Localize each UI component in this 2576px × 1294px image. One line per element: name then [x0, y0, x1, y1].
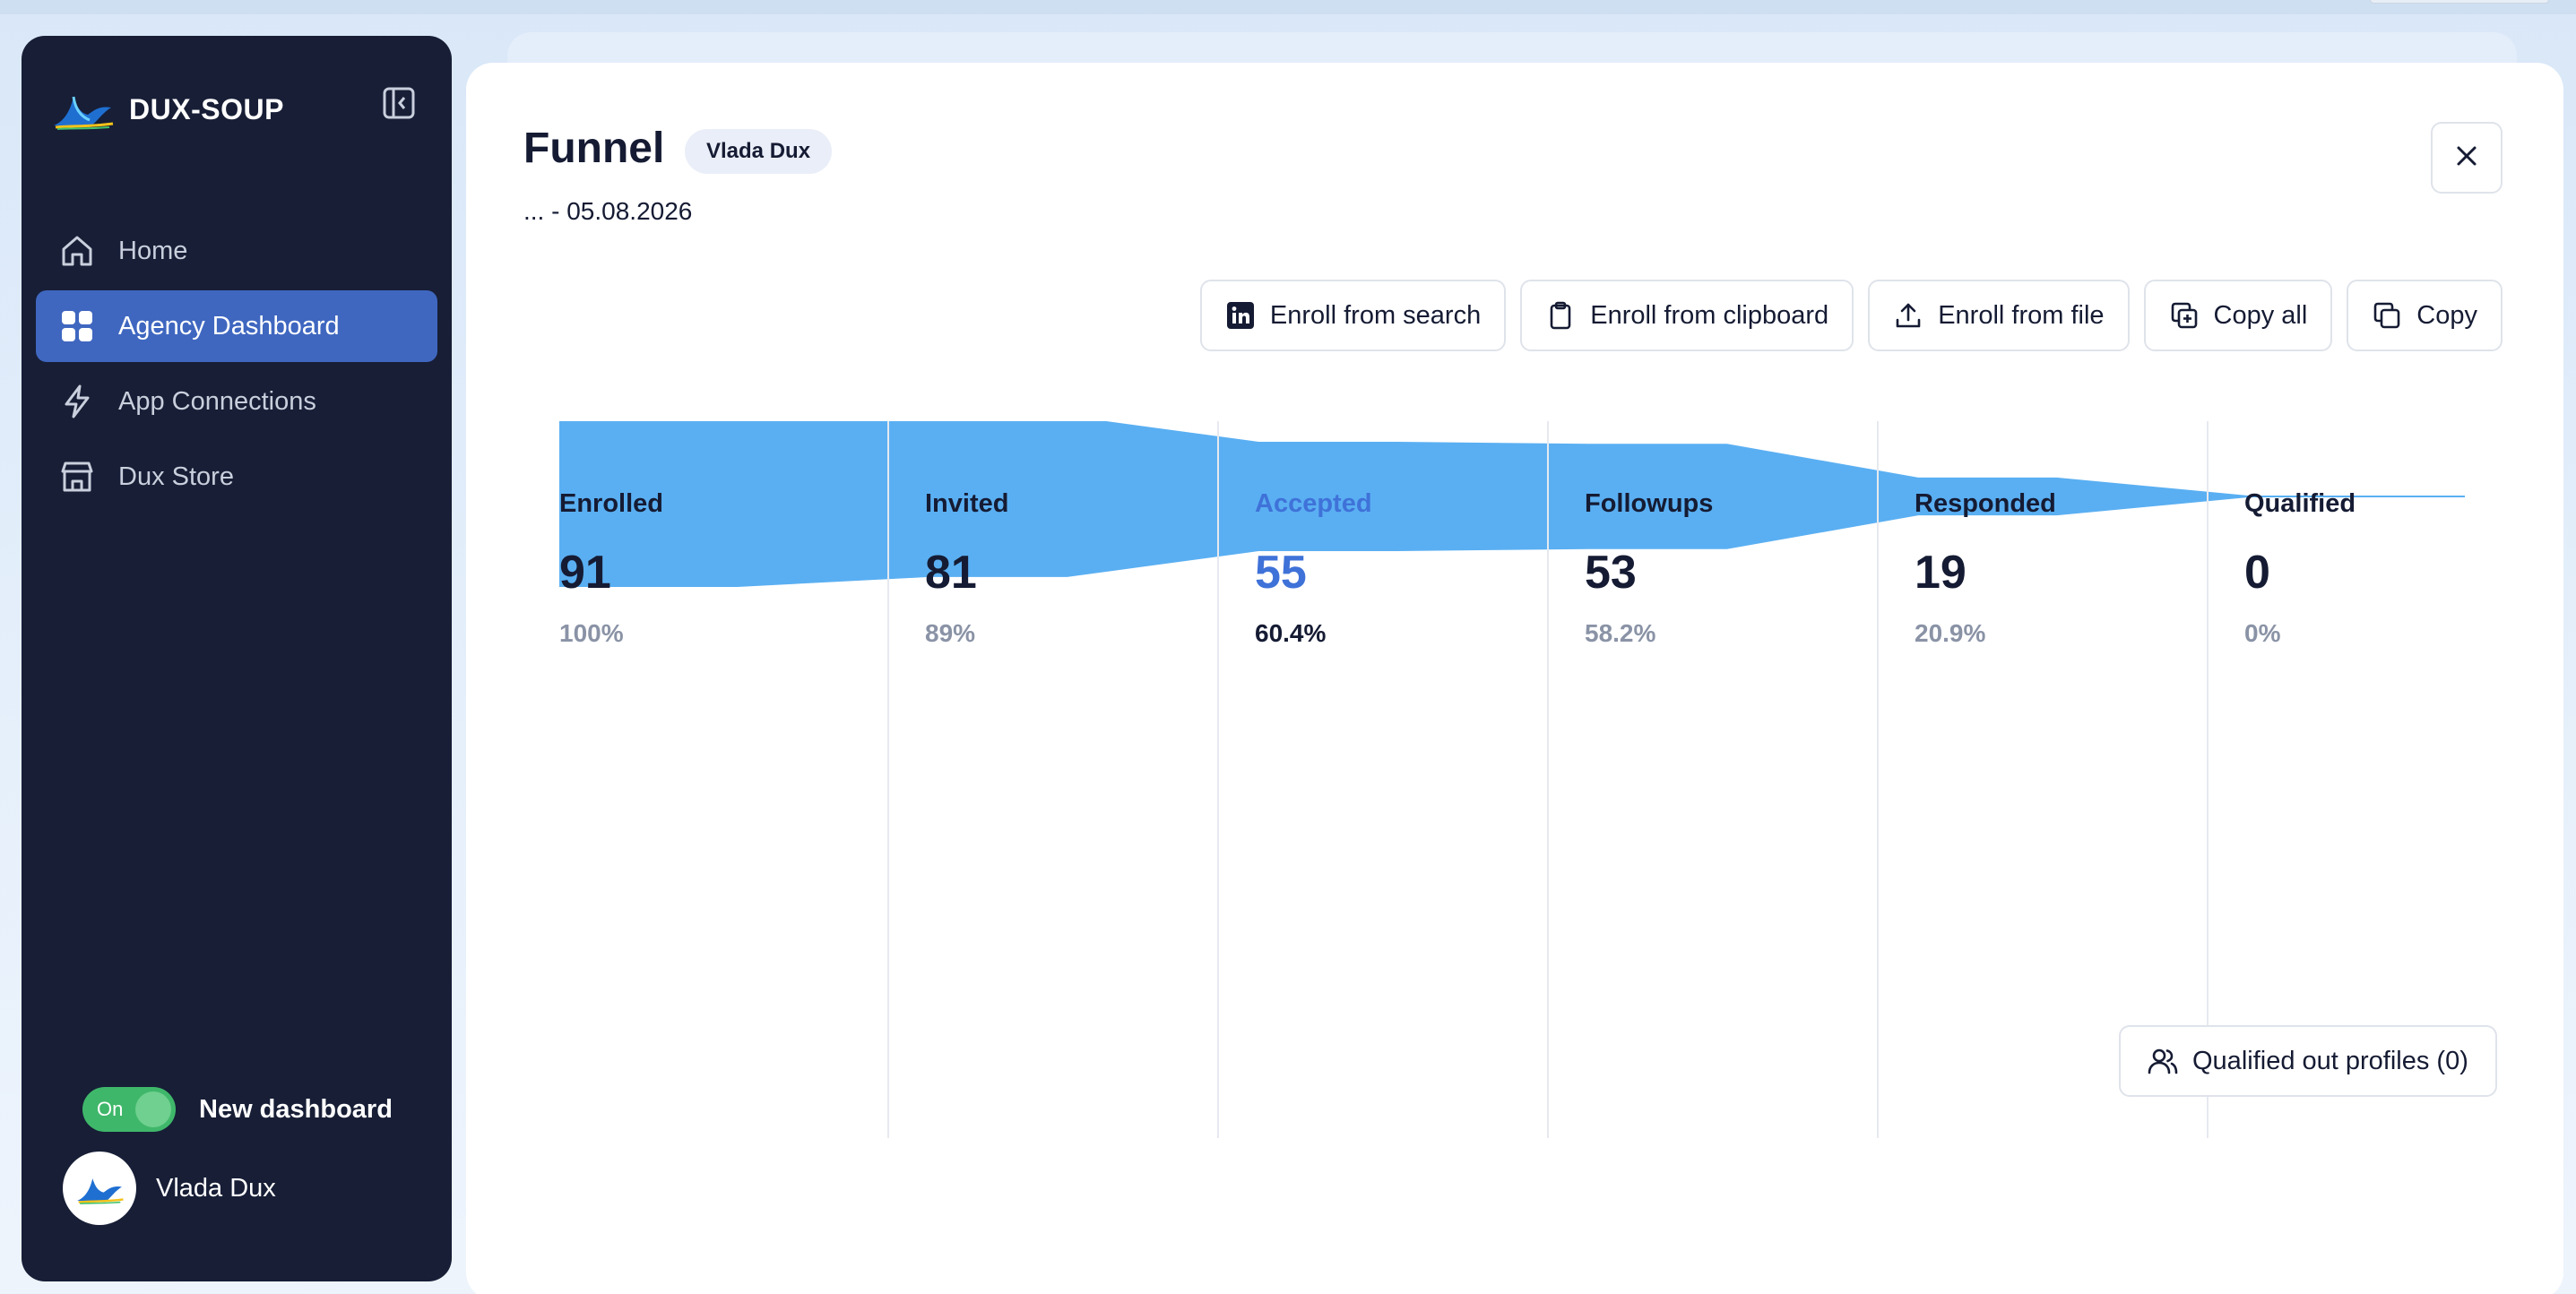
stage-name: Qualified: [2244, 489, 2356, 518]
sidebar-item-dux-store[interactable]: Dux Store: [36, 441, 437, 513]
funnel-stage-invited[interactable]: Invited 81 89%: [925, 489, 1230, 648]
collapse-sidebar-icon: [382, 86, 416, 125]
copy-plus-icon: [2169, 300, 2200, 331]
action-toolbar: Enroll from search Enroll from clipboard…: [1199, 280, 2503, 351]
sidebar-nav: Home Agency Dashboard App Connections: [36, 215, 437, 516]
user-profile[interactable]: Vlada Dux: [63, 1151, 439, 1226]
page-title: Funnel: [523, 125, 665, 172]
funnel-column-divider: [2207, 421, 2209, 1138]
toggle-state-label: On: [97, 1098, 124, 1120]
stage-count: 55: [1255, 547, 1307, 599]
copy-icon: [2372, 300, 2402, 331]
bolt-icon: [57, 382, 97, 421]
grid-icon: [57, 306, 97, 346]
action-label: Enroll from clipboard: [1590, 300, 1829, 330]
sidebar: DUX-SOUP Home: [22, 36, 452, 1281]
store-icon: [57, 457, 97, 496]
stage-percent: 60.4%: [1255, 619, 1327, 647]
stage-name: Followups: [1585, 489, 1714, 518]
funnel-stage-accepted[interactable]: Accepted 55 60.4%: [1255, 489, 1560, 648]
sidebar-item-label: Home: [118, 236, 188, 265]
new-dashboard-toggle[interactable]: On: [82, 1087, 176, 1132]
linkedin-icon: [1225, 300, 1256, 331]
users-icon: [2148, 1046, 2178, 1076]
user-name: Vlada Dux: [156, 1173, 276, 1203]
sidebar-item-app-connections[interactable]: App Connections: [36, 366, 437, 437]
sidebar-item-label: Agency Dashboard: [118, 311, 340, 341]
stage-name: Responded: [1915, 489, 2056, 518]
stage-percent: 0%: [2244, 619, 2281, 647]
stage-name: Accepted: [1255, 489, 1372, 518]
new-dashboard-toggle-row: On New dashboard: [82, 1084, 441, 1134]
enroll-from-clipboard-button[interactable]: Enroll from clipboard: [1520, 280, 1854, 351]
funnel-stage-enrolled[interactable]: Enrolled 91 100%: [559, 489, 864, 648]
toggle-knob: [135, 1091, 171, 1127]
clipboard-icon: [1545, 300, 1576, 331]
funnel-panel: Funnel Vlada Dux ... - 05.08.2026 Enroll…: [466, 63, 2563, 1294]
funnel-stage-responded[interactable]: Responded 19 20.9%: [1915, 489, 2219, 648]
avatar: [63, 1152, 136, 1225]
browser-tab-edge: [2370, 0, 2549, 4]
close-icon: [2454, 143, 2479, 173]
brand-name: DUX-SOUP: [129, 92, 284, 125]
toggle-label: New dashboard: [199, 1094, 393, 1124]
enroll-from-search-button[interactable]: Enroll from search: [1199, 280, 1507, 351]
close-button[interactable]: [2431, 122, 2503, 194]
stage-name: Enrolled: [559, 489, 664, 518]
qualified-out-label: Qualified out profiles (0): [2192, 1046, 2468, 1075]
sidebar-item-label: Dux Store: [118, 462, 234, 491]
stage-name: Invited: [925, 489, 1009, 518]
copy-all-button[interactable]: Copy all: [2143, 280, 2333, 351]
action-label: Copy: [2416, 300, 2477, 330]
funnel-column-divider: [1547, 421, 1549, 1138]
copy-button[interactable]: Copy: [2347, 280, 2503, 351]
stage-count: 19: [1915, 547, 1967, 599]
stage-percent: 100%: [559, 619, 624, 647]
funnel-area: [559, 421, 2465, 587]
qualified-out-profiles-button[interactable]: Qualified out profiles (0): [2119, 1025, 2497, 1097]
funnel-column-divider: [1877, 421, 1879, 1138]
funnel-stage-followups[interactable]: Followups 53 58.2%: [1585, 489, 1889, 648]
funnel-shape: [559, 421, 2465, 587]
funnel-column-divider: [887, 421, 889, 1138]
home-icon: [57, 231, 97, 271]
funnel-chart: Enrolled 91 100% Invited 81 89% Accepted 55 60.4…: [559, 421, 2468, 1138]
sidebar-item-agency-dashboard[interactable]: Agency Dashboard: [36, 290, 437, 362]
action-label: Enroll from search: [1269, 300, 1482, 330]
enroll-from-file-button[interactable]: Enroll from file: [1868, 280, 2130, 351]
funnel-column-divider: [1217, 421, 1219, 1138]
sidebar-item-home[interactable]: Home: [36, 215, 437, 287]
stage-count: 81: [925, 547, 977, 599]
brand[interactable]: DUX-SOUP: [50, 82, 427, 136]
action-label: Copy all: [2213, 300, 2308, 330]
stage-count: 91: [559, 547, 611, 599]
stage-count: 53: [1585, 547, 1637, 599]
stage-percent: 89%: [925, 619, 976, 647]
upload-icon: [1893, 300, 1923, 331]
dux-bird-logo-icon: [50, 86, 115, 133]
collapse-sidebar-button[interactable]: [378, 84, 419, 125]
sidebar-item-label: App Connections: [118, 386, 316, 416]
browser-top-strip: [0, 0, 2576, 14]
stage-count: 0: [2244, 547, 2270, 599]
funnel-stage-qualified[interactable]: Qualified 0 0%: [2244, 489, 2549, 648]
action-label: Enroll from file: [1938, 300, 2105, 330]
user-badge: Vlada Dux: [685, 129, 833, 174]
date-range: ... - 05.08.2026: [523, 197, 693, 225]
stage-percent: 20.9%: [1915, 619, 1986, 647]
stage-percent: 58.2%: [1585, 619, 1656, 647]
